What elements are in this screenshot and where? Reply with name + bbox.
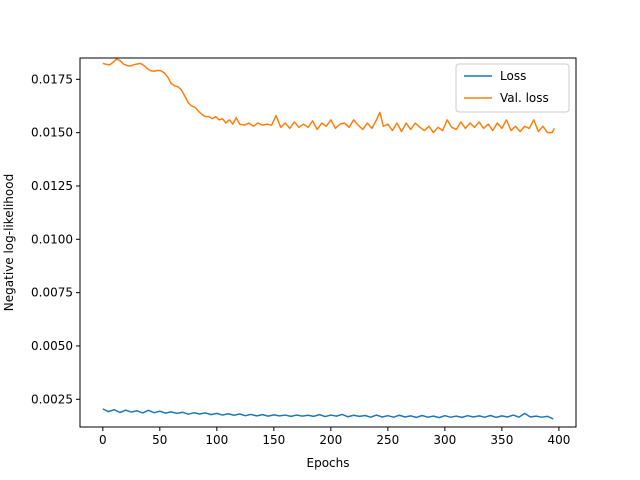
- legend-label-loss: Loss: [500, 69, 526, 83]
- x-tick-label: 300: [433, 433, 456, 447]
- y-axis-ticks: 0.0025 0.0050 0.0075 0.0100 0.0125 0.0150 0.01…: [31, 72, 80, 406]
- x-tick-label: 50: [152, 433, 167, 447]
- x-tick-label: 250: [376, 433, 399, 447]
- y-tick-label: 0.0100: [31, 232, 73, 246]
- x-axis-ticks: 0 50 100 150 200 250 300 350 400: [99, 427, 570, 447]
- x-tick-label: 0: [99, 433, 107, 447]
- x-tick-label: 200: [319, 433, 342, 447]
- legend: Loss Val. loss: [455, 63, 570, 113]
- y-tick-label: 0.0050: [31, 339, 73, 353]
- y-tick-label: 0.0175: [31, 72, 73, 86]
- y-tick-label: 0.0125: [31, 179, 73, 193]
- y-axis-label: Negative log-likelihood: [2, 174, 16, 311]
- series-line-loss: [102, 408, 554, 420]
- legend-label-val-loss: Val. loss: [500, 91, 549, 105]
- series-lines: [102, 58, 556, 420]
- x-tick-label: 150: [262, 433, 285, 447]
- x-tick-label: 400: [547, 433, 570, 447]
- y-tick-label: 0.0150: [31, 126, 73, 140]
- x-tick-label: 350: [490, 433, 513, 447]
- y-tick-label: 0.0025: [31, 392, 73, 406]
- x-axis-label: Epochs: [307, 456, 350, 470]
- y-tick-label: 0.0075: [31, 286, 73, 300]
- series-line-val-loss: [102, 58, 556, 134]
- plot-frame: [79, 57, 577, 428]
- x-tick-label: 100: [205, 433, 228, 447]
